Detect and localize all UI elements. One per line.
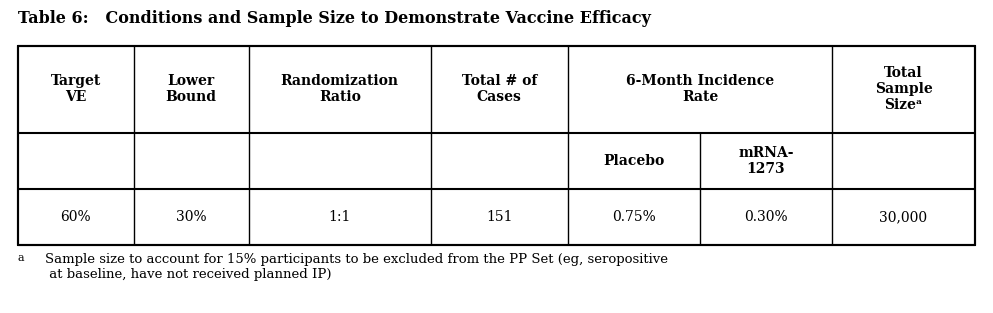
Text: Lower
Bound: Lower Bound	[166, 74, 216, 104]
Text: a: a	[18, 253, 25, 263]
Text: 30,000: 30,000	[880, 210, 927, 224]
Text: 60%: 60%	[61, 210, 91, 224]
Text: 1:1: 1:1	[329, 210, 351, 224]
Text: Placebo: Placebo	[604, 154, 664, 168]
Text: Total # of
Cases: Total # of Cases	[462, 74, 537, 104]
Bar	[18, 46, 975, 245]
Text: 0.75%: 0.75%	[612, 210, 655, 224]
Text: Sample size to account for 15% participants to be excluded from the PP Set (eg, : Sample size to account for 15% participa…	[28, 253, 668, 281]
Text: Target
VE: Target VE	[51, 74, 101, 104]
Text: 6-Month Incidence
Rate: 6-Month Incidence Rate	[626, 74, 775, 104]
Text: 0.30%: 0.30%	[744, 210, 787, 224]
Text: Table 6:   Conditions and Sample Size to Demonstrate Vaccine Efficacy: Table 6: Conditions and Sample Size to D…	[18, 10, 650, 27]
Text: 30%: 30%	[176, 210, 207, 224]
Text: 151: 151	[486, 210, 512, 224]
Text: mRNA-
1273: mRNA- 1273	[738, 146, 793, 176]
Text: Randomization
Ratio: Randomization Ratio	[281, 74, 399, 104]
Text: Total
Sample
Sizeᵃ: Total Sample Sizeᵃ	[875, 66, 932, 112]
